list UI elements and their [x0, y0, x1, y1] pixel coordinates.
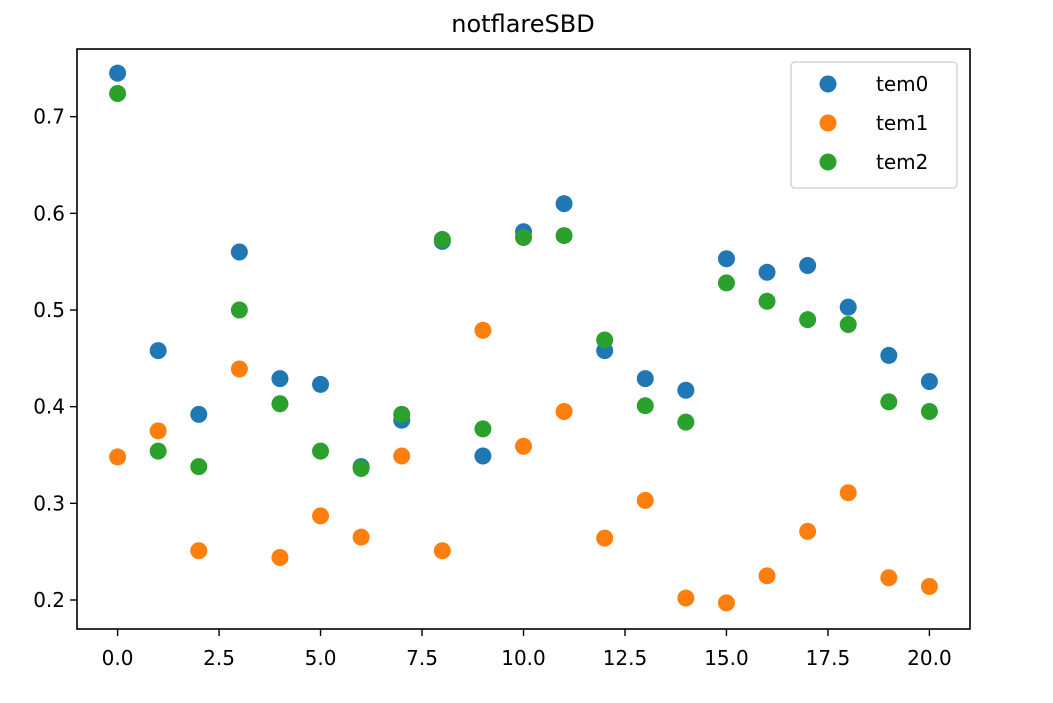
y-tick-label: 0.2 — [33, 588, 65, 612]
data-point-tem1-17 — [799, 522, 817, 540]
data-point-tem0-15 — [717, 250, 735, 268]
data-point-tem1-3 — [230, 360, 248, 378]
data-point-tem0-4 — [271, 370, 289, 388]
data-point-tem2-7 — [393, 405, 411, 423]
data-point-tem0-16 — [758, 263, 776, 281]
data-point-tem2-18 — [839, 316, 857, 333]
data-point-tem0-13 — [636, 370, 654, 388]
data-point-tem0-0 — [109, 64, 127, 82]
x-tick-label: 20.0 — [907, 646, 952, 670]
data-point-tem1-19 — [880, 569, 898, 587]
legend-marker-tem2 — [819, 153, 837, 171]
data-point-tem1-4 — [271, 548, 289, 566]
legend-marker-tem0 — [819, 75, 837, 93]
data-point-tem2-12 — [596, 331, 614, 349]
plot-area — [109, 64, 938, 612]
y-tick-label: 0.6 — [33, 201, 65, 225]
y-tick-label: 0.3 — [33, 491, 65, 515]
data-point-tem2-20 — [920, 403, 938, 420]
data-point-tem2-0 — [109, 84, 127, 102]
legend: tem0 tem1 tem2 — [790, 61, 958, 189]
data-point-tem1-18 — [839, 484, 857, 502]
legend-label-tem1: tem1 — [876, 111, 928, 135]
data-point-tem0-2 — [190, 405, 208, 423]
data-point-tem1-2 — [190, 542, 208, 560]
data-point-tem0-14 — [677, 381, 695, 399]
legend-marker-tem1 — [819, 114, 837, 132]
data-point-tem0-20 — [920, 373, 938, 391]
y-tick-label: 0.4 — [33, 395, 65, 419]
data-point-tem1-14 — [677, 589, 695, 607]
data-point-tem0-18 — [839, 298, 857, 316]
data-point-tem0-5 — [312, 375, 330, 393]
data-point-tem1-13 — [636, 491, 654, 509]
data-point-tem2-10 — [515, 229, 532, 246]
x-tick-label: 12.5 — [603, 646, 648, 670]
y-tick-label: 0.7 — [33, 105, 65, 129]
x-tick-label: 10.0 — [501, 646, 546, 670]
x-tick-label: 15.0 — [704, 646, 749, 670]
data-point-tem1-7 — [393, 447, 411, 465]
data-point-tem2-5 — [312, 442, 330, 460]
data-point-tem2-11 — [555, 227, 573, 245]
data-point-tem1-0 — [109, 448, 127, 466]
data-point-tem2-13 — [636, 397, 654, 415]
data-point-tem2-14 — [677, 413, 695, 431]
data-point-tem1-1 — [149, 422, 167, 440]
data-point-tem1-15 — [717, 594, 735, 612]
data-point-tem1-16 — [758, 567, 776, 585]
data-point-tem2-9 — [474, 420, 492, 438]
data-point-tem0-19 — [880, 346, 898, 364]
data-point-tem1-10 — [515, 437, 532, 455]
y-tick-label: 0.5 — [33, 298, 65, 322]
data-point-tem0-3 — [230, 243, 248, 261]
data-point-tem1-9 — [474, 321, 492, 339]
x-tick-label: 2.5 — [203, 646, 235, 670]
data-point-tem2-6 — [352, 460, 370, 478]
x-tick-label: 0.0 — [102, 646, 134, 670]
data-point-tem1-20 — [920, 577, 938, 595]
data-point-tem1-8 — [433, 542, 451, 560]
data-point-tem2-19 — [880, 393, 898, 411]
x-tick-label: 7.5 — [406, 646, 438, 670]
x-tick-label: 17.5 — [806, 646, 851, 670]
data-point-tem0-9 — [474, 447, 492, 465]
data-point-tem1-12 — [596, 529, 614, 547]
data-point-tem2-15 — [717, 274, 735, 292]
data-point-tem0-1 — [149, 342, 167, 360]
data-point-tem0-17 — [799, 257, 817, 275]
data-point-tem2-16 — [758, 292, 776, 310]
legend-label-tem2: tem2 — [876, 150, 928, 174]
x-tick-label: 5.0 — [305, 646, 337, 670]
legend-box — [790, 61, 958, 189]
data-point-tem2-3 — [230, 301, 248, 319]
data-point-tem1-6 — [352, 528, 370, 546]
data-point-tem2-4 — [271, 395, 289, 413]
data-point-tem2-1 — [149, 442, 167, 460]
legend-label-tem0: tem0 — [876, 72, 928, 96]
data-point-tem1-5 — [312, 507, 330, 525]
data-point-tem2-2 — [190, 458, 208, 476]
axes: 0.0 2.5 5.0 7.5 10.0 12.5 15.0 17.5 20.0 0.2 0.3 0.… — [33, 48, 971, 670]
data-point-tem1-11 — [555, 403, 573, 420]
chart-title: notflareSBD — [451, 10, 594, 38]
data-point-tem0-11 — [555, 195, 573, 213]
data-point-tem2-8 — [433, 230, 451, 248]
data-point-tem2-17 — [799, 311, 817, 329]
